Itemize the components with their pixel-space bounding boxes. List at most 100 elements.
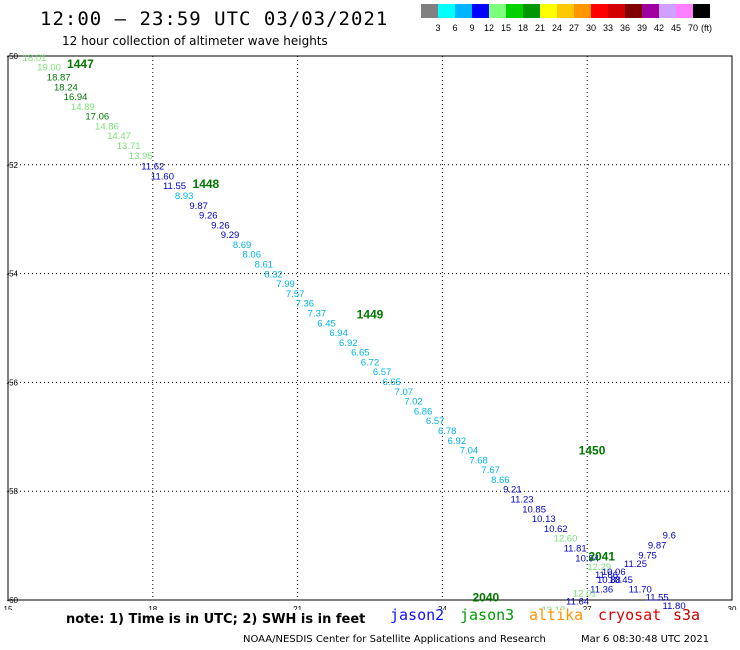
wave-height-value: 9.75 <box>638 550 657 561</box>
wave-height-value: 11.80 <box>663 601 686 610</box>
wave-height-value: 11.36 <box>590 585 613 596</box>
wave-height-value: 9.21 <box>503 485 522 496</box>
wave-height-value: 11.55 <box>646 592 669 603</box>
wave-height-value: 7.04 <box>460 446 479 457</box>
wave-height-value: 10.13 <box>532 514 556 525</box>
color-swatch <box>472 4 489 18</box>
track-label: 1448 <box>193 177 220 191</box>
scale-label: 18 <box>518 23 528 33</box>
wave-height-value: 9.29 <box>221 230 240 241</box>
wave-height-value: 10.85 <box>522 504 546 515</box>
footer-credit: NOAA/NESDIS Center for Satellite Applica… <box>243 634 546 645</box>
wave-height-value: 8.66 <box>491 475 510 486</box>
scale-label: 21 <box>535 23 545 33</box>
wave-height-value: 6.92 <box>339 338 358 349</box>
scale-label: 6 <box>452 23 457 33</box>
color-swatch <box>455 4 472 18</box>
wave-height-value: 13.71 <box>117 141 141 152</box>
wave-height-value: 6.92 <box>448 436 467 447</box>
color-swatch <box>438 4 455 18</box>
scale-label: 12 <box>484 23 494 33</box>
y-tick-label: -56 <box>6 378 18 387</box>
y-tick-label: -52 <box>6 161 18 170</box>
wave-height-value: 19.00 <box>37 63 61 74</box>
color-swatch <box>659 4 676 18</box>
wave-height-value: 8.69 <box>233 240 252 251</box>
wave-height-value: 10.62 <box>544 524 568 535</box>
wave-height-value: 8.32 <box>264 269 283 280</box>
wave-height-value: 11.70 <box>629 585 652 596</box>
wave-height-value: 18.24 <box>54 82 78 93</box>
scale-unit: (ft) <box>701 23 712 33</box>
track-label: 1447 <box>67 57 94 71</box>
wave-height-value: 12.60 <box>554 534 578 545</box>
x-tick-label: 21 <box>293 605 302 610</box>
wave-height-value: 6.45 <box>317 318 336 329</box>
wave-height-value: 14.47 <box>107 131 131 142</box>
wave-height-value: 18.01 <box>23 53 47 64</box>
wave-height-value: 11.25 <box>624 559 647 570</box>
track-label: 1450 <box>579 443 606 457</box>
scale-label: 27 <box>569 23 579 33</box>
wave-height-value: 11.23 <box>511 495 534 506</box>
wave-height-value: 12.29 <box>587 562 611 573</box>
y-tick-label: -50 <box>6 52 18 61</box>
wave-height-value: 6.86 <box>414 406 433 417</box>
color-scale-legend: 3 6 9 12 15 18 21 24 27 30 33 36 39 42 45 70 (ft) <box>421 4 712 33</box>
wave-height-value: 9.26 <box>199 211 218 222</box>
wave-height-value: 12.01 <box>573 589 597 600</box>
wave-height-value: 7.67 <box>481 465 500 476</box>
wave-height-value: 11.62 <box>141 162 164 173</box>
wave-height-value: 9.87 <box>189 201 208 212</box>
wave-height-value: 7.36 <box>296 299 315 310</box>
wave-height-value: 8.93 <box>175 191 194 202</box>
satellite-altika: altika <box>529 606 584 624</box>
wave-height-value: 9.87 <box>648 541 667 552</box>
wave-height-value: 13.95 <box>129 151 153 162</box>
wave-height-value: 17.06 <box>85 112 109 123</box>
color-swatch <box>591 4 608 18</box>
wave-height-value: 9.26 <box>211 220 230 231</box>
footer-timestamp: Mar 6 08:30:48 UTC 2021 <box>581 634 710 645</box>
x-tick-label: 24 <box>438 605 447 610</box>
footer-note: note: 1) Time is in UTC; 2) SWH is in fe… <box>66 612 366 627</box>
wave-height-value: 8.61 <box>255 260 274 271</box>
color-swatch <box>506 4 523 18</box>
page-title: 12:00 – 23:59 UTC 03/03/2021 <box>40 8 389 30</box>
scale-label: 3 <box>435 23 440 33</box>
wave-height-value: 6.65 <box>351 348 370 359</box>
color-swatch <box>676 4 693 18</box>
wave-height-value: 7.57 <box>286 289 305 300</box>
track-label: 2040 <box>472 590 499 604</box>
wave-height-value: 10.94 <box>575 553 599 564</box>
x-tick-label: 27 <box>583 605 592 610</box>
color-swatch <box>693 4 710 18</box>
track-label: 2041 <box>588 549 615 563</box>
wave-height-value: 11.86 <box>595 570 618 581</box>
x-tick-label: 30 <box>728 605 737 610</box>
satellite-cryosat: cryosat <box>598 606 662 624</box>
wave-height-value: 6.72 <box>361 357 380 368</box>
scale-label: 33 <box>603 23 613 33</box>
scale-label: 30 <box>586 23 596 33</box>
satellite-s3a: s3a <box>673 606 701 624</box>
color-swatch <box>574 4 591 18</box>
scale-label: 36 <box>620 23 630 33</box>
wave-height-value: 6.78 <box>438 426 457 437</box>
wave-height-value: 10.45 <box>609 575 633 586</box>
wave-height-value: 7.99 <box>276 279 295 290</box>
scale-label: 42 <box>654 23 664 33</box>
color-swatch <box>625 4 642 18</box>
wave-height-value: 10.06 <box>602 567 626 578</box>
color-swatch <box>489 4 506 18</box>
y-tick-label: -54 <box>6 270 18 279</box>
wave-height-value: 11.81 <box>564 543 587 554</box>
wave-height-value: 6.57 <box>373 367 392 378</box>
scale-label: 39 <box>637 23 647 33</box>
scale-label: 70 <box>688 23 698 33</box>
wave-height-value: 8.06 <box>242 250 261 261</box>
page-subtitle: 12 hour collection of altimeter wave hei… <box>62 34 328 48</box>
wave-height-value: 13.12 <box>542 605 566 610</box>
wave-height-value: 6.94 <box>329 328 348 339</box>
wave-height-value: 7.68 <box>469 455 488 466</box>
